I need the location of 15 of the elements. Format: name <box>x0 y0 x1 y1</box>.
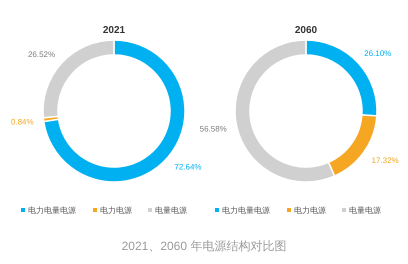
legend-label: 电力电源 <box>294 206 326 215</box>
legend-label: 电力电量电源 <box>222 206 270 215</box>
data-label: 26.52% <box>28 50 56 59</box>
data-label: 56.58% <box>200 124 227 134</box>
legend-label: 电量电源 <box>349 206 381 215</box>
chart-title: 2021 <box>102 25 126 36</box>
legend-label: 电量电源 <box>155 206 187 215</box>
legend-label: 电力电源 <box>100 206 132 215</box>
data-label: 0.84% <box>10 117 34 126</box>
legend-label: 电力电量电源 <box>28 206 76 215</box>
chart-title: 2060 <box>294 25 318 36</box>
data-label: 17.32% <box>372 156 399 165</box>
data-label: 26.10% <box>364 49 392 58</box>
text: 2021、2060 年电源结构对比图 <box>122 239 286 253</box>
data-label: 72.64% <box>174 162 202 172</box>
